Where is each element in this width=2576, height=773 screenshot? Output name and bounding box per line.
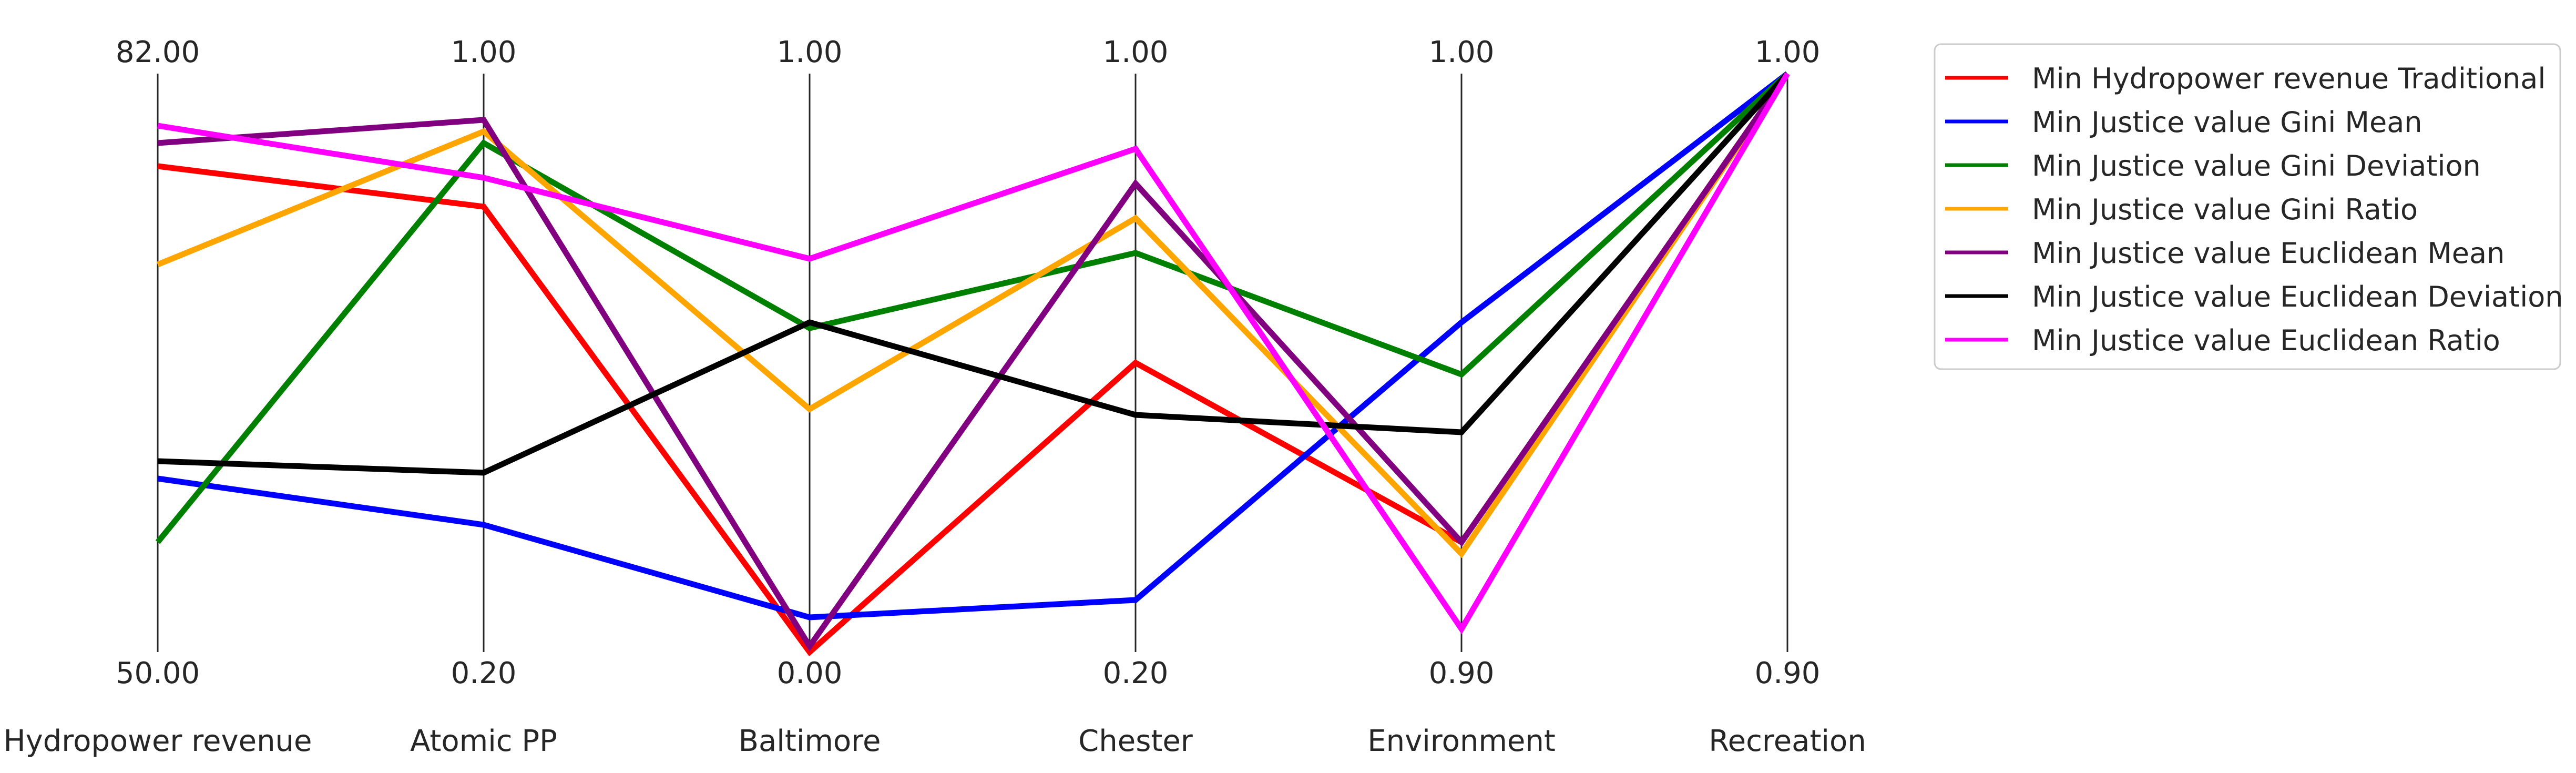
legend-label-1: Min Hydropower revenue Traditional [2032,62,2546,95]
axis-min-label-baltimore: 0.00 [777,656,843,690]
series-line-2 [157,71,1790,621]
axis-min-label-atomic-pp: 0.20 [451,656,517,690]
axis-max-label-environment: 1.00 [1429,35,1495,69]
axis-name-recreation: Recreation [1709,724,1866,758]
axis-min-label-hydropower-revenue: 50.00 [116,656,200,690]
axis-max-label-chester: 1.00 [1103,35,1169,69]
axis-max-label-hydropower-revenue: 82.00 [116,35,200,69]
axis-name-environment: Environment [1367,724,1556,758]
axis-min-label-chester: 0.20 [1103,656,1169,690]
axis-max-label-atomic-pp: 1.00 [451,35,517,69]
legend-label-2: Min Justice value Gini Mean [2032,106,2422,139]
axis-name-chester: Chester [1078,724,1193,758]
series-line-6 [157,72,1790,476]
legend: Min Hydropower revenue Traditional Min Ju… [1934,43,2563,370]
axis-min-label-recreation: 0.90 [1755,656,1821,690]
legend-frame [1934,43,2561,370]
axis-min-label-environment: 0.90 [1429,656,1495,690]
axis-max-label-baltimore: 1.00 [777,35,843,69]
legend-label-4: Min Justice value Gini Ratio [2032,193,2418,226]
series-line-4 [156,72,1790,558]
series-line-7 [157,72,1790,635]
axis-name-hydropower-revenue: Hydropower revenue [3,724,312,758]
series-lines-layer [155,71,1790,657]
series-line-5 [157,72,1790,652]
legend-label-6: Min Justice value Euclidean Deviation [2032,280,2563,313]
axis-max-label-recreation: 1.00 [1755,35,1821,69]
legend-items: Min Hydropower revenue Traditional Min Ju… [1945,62,2563,357]
axis-name-atomic-pp: Atomic PP [410,724,557,758]
series-line-1 [157,72,1790,657]
axes-layer: 82.00 50.00 Hydropower revenue 1.00 0.20 Atom… [3,35,1866,758]
legend-label-3: Min Justice value Gini Deviation [2032,149,2481,182]
legend-label-5: Min Justice value Euclidean Mean [2032,237,2505,270]
axis-name-baltimore: Baltimore [739,724,881,758]
legend-label-7: Min Justice value Euclidean Ratio [2032,324,2500,357]
series-line-3 [155,71,1790,544]
